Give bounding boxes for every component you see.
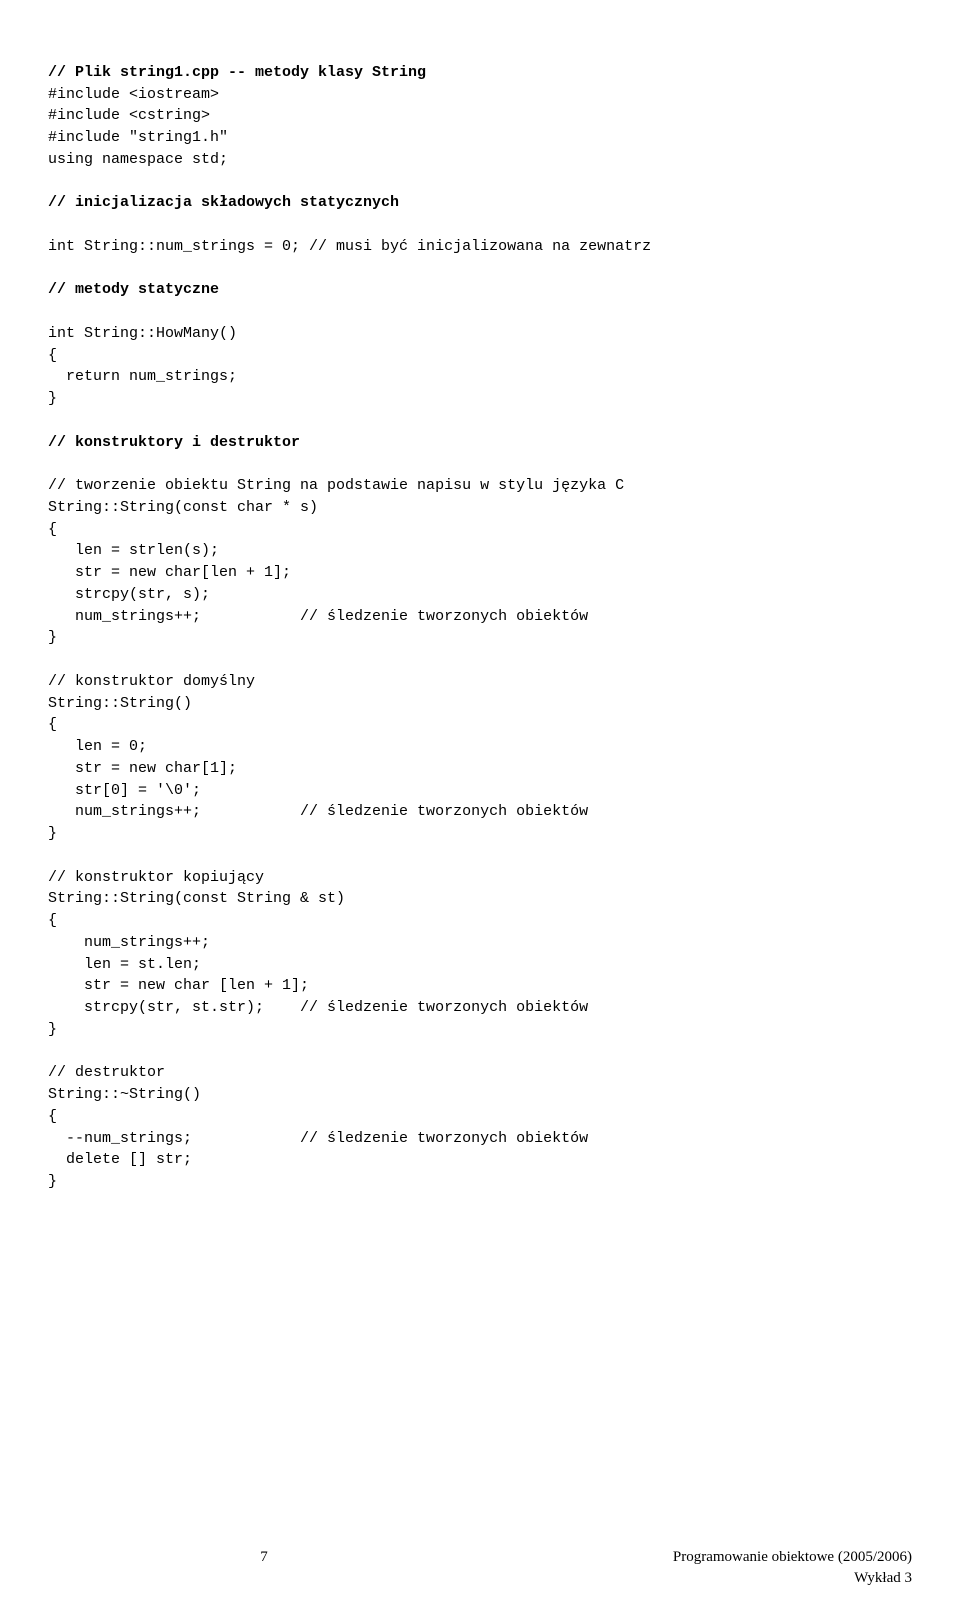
code-line: // Plik string1.cpp -- metody klasy Stri… [48, 64, 426, 81]
code-line: num_strings++; // śledzenie tworzonych o… [48, 803, 588, 820]
page-number: 7 [48, 1547, 480, 1569]
code-line: num_strings++; // śledzenie tworzonych o… [48, 608, 588, 625]
code-line: { [48, 716, 57, 733]
code-line: int String::num_strings = 0; // musi być… [48, 238, 651, 255]
code-line: String::String() [48, 695, 192, 712]
code-listing: // Plik string1.cpp -- metody klasy Stri… [48, 40, 912, 1193]
page-footer: 7 Programowanie obiektowe (2005/2006) Wy… [48, 1547, 912, 1591]
code-line: num_strings++; [48, 934, 210, 951]
code-line: #include "string1.h" [48, 129, 228, 146]
code-line: str[0] = '\0'; [48, 782, 201, 799]
code-line: int String::HowMany() [48, 325, 237, 342]
code-line: // metody statyczne [48, 281, 219, 298]
code-line: // tworzenie obiektu String na podstawie… [48, 477, 624, 494]
code-line: str = new char[len + 1]; [48, 564, 291, 581]
code-line: len = st.len; [48, 956, 201, 973]
code-line: strcpy(str, s); [48, 586, 210, 603]
code-line: } [48, 629, 57, 646]
code-line: --num_strings; // śledzenie tworzonych o… [48, 1130, 588, 1147]
code-line: strcpy(str, st.str); // śledzenie tworzo… [48, 999, 588, 1016]
footer-subtitle: Wykład 3 [854, 1570, 912, 1586]
code-line: str = new char[1]; [48, 760, 237, 777]
code-line: len = strlen(s); [48, 542, 219, 559]
code-line: using namespace std; [48, 151, 228, 168]
code-line: // konstruktor kopiujący [48, 869, 264, 886]
code-line: #include <cstring> [48, 107, 210, 124]
code-line: String::String(const String & st) [48, 890, 345, 907]
code-line: len = 0; [48, 738, 147, 755]
code-line: { [48, 912, 57, 929]
code-line: // konstruktory i destruktor [48, 434, 300, 451]
code-line: { [48, 1108, 57, 1125]
code-line: } [48, 390, 57, 407]
footer-title: Programowanie obiektowe (2005/2006) [673, 1549, 912, 1565]
code-line: String::~String() [48, 1086, 201, 1103]
code-line: #include <iostream> [48, 86, 219, 103]
code-line: str = new char [len + 1]; [48, 977, 309, 994]
code-line: { [48, 521, 57, 538]
code-line: } [48, 1173, 57, 1190]
code-line: // konstruktor domyślny [48, 673, 255, 690]
code-line: } [48, 825, 57, 842]
code-line: String::String(const char * s) [48, 499, 318, 516]
code-line: return num_strings; [48, 368, 237, 385]
code-line: // inicjalizacja składowych statycznych [48, 194, 399, 211]
code-line: } [48, 1021, 57, 1038]
code-line: { [48, 347, 57, 364]
code-line: delete [] str; [48, 1151, 192, 1168]
code-line: // destruktor [48, 1064, 165, 1081]
footer-right: Programowanie obiektowe (2005/2006) Wykł… [673, 1547, 912, 1591]
